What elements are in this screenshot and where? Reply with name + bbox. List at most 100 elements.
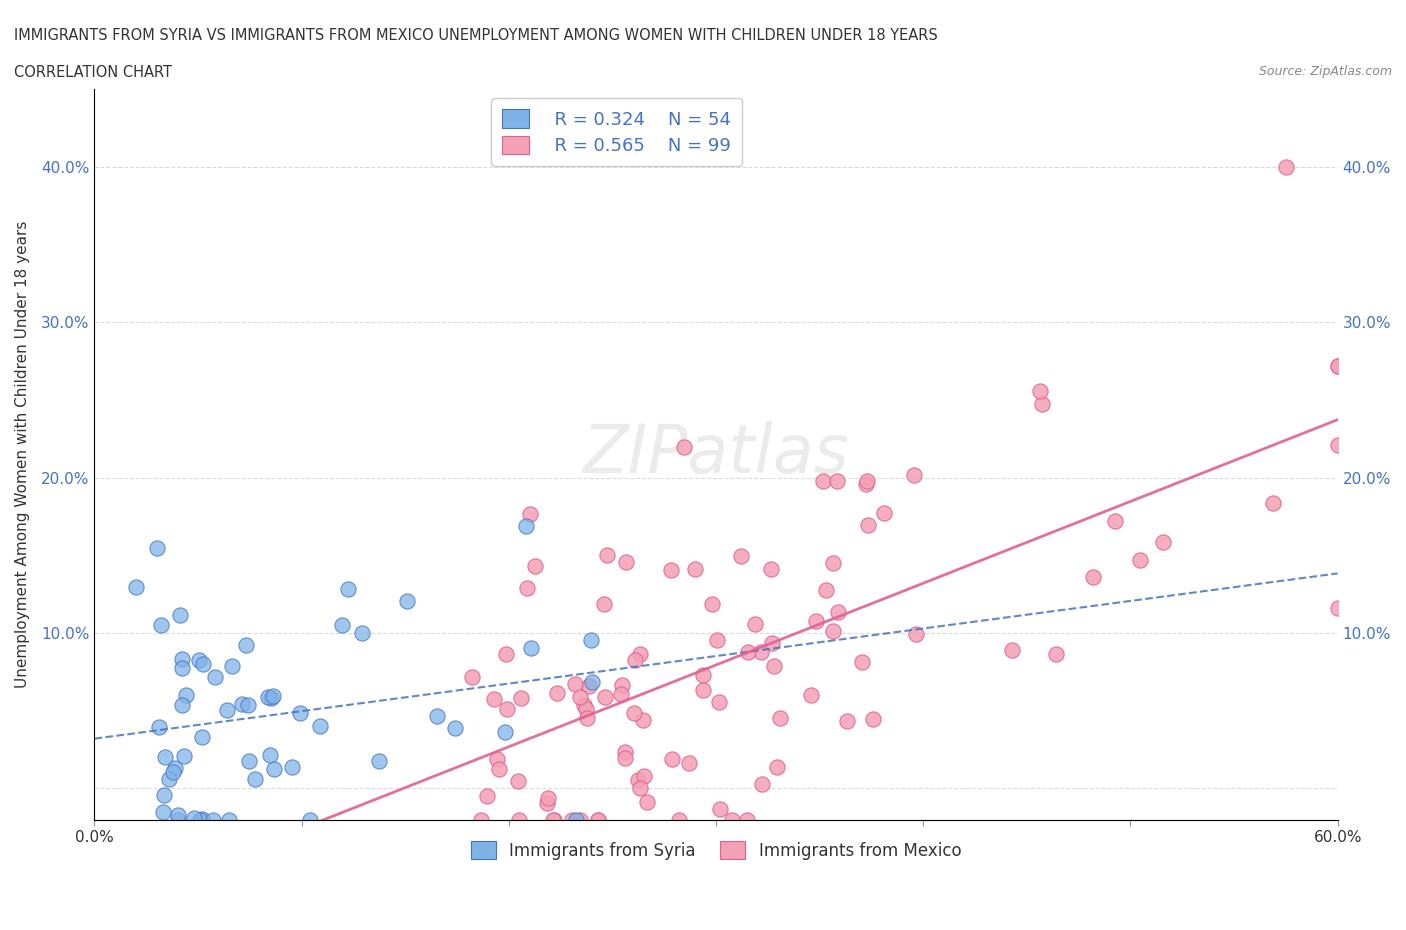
Point: [153, 750, 176, 764]
Point: [609, 687, 631, 702]
Y-axis label: Unemployment Among Women with Children Under 18 years: Unemployment Among Women with Children U…: [15, 220, 30, 688]
Legend: Immigrants from Syria, Immigrants from Mexico: Immigrants from Syria, Immigrants from M…: [461, 831, 972, 870]
Point: [444, 721, 467, 736]
Text: ZIPatlas: ZIPatlas: [583, 421, 849, 487]
Point: [730, 549, 752, 564]
Point: [569, 812, 592, 827]
Point: [569, 690, 592, 705]
Point: [330, 618, 353, 632]
Point: [1129, 552, 1152, 567]
Point: [231, 697, 253, 711]
Point: [204, 670, 226, 684]
Point: [692, 668, 714, 683]
Point: [678, 755, 700, 770]
Point: [170, 660, 193, 675]
Point: [170, 698, 193, 712]
Point: [633, 769, 655, 784]
Point: [461, 670, 484, 684]
Point: [564, 812, 586, 827]
Point: [188, 812, 211, 827]
Point: [751, 777, 773, 791]
Point: [835, 713, 858, 728]
Point: [336, 582, 359, 597]
Point: [188, 652, 211, 667]
Point: [628, 646, 651, 661]
Point: [516, 580, 538, 595]
Point: [1326, 359, 1348, 374]
Point: [215, 702, 238, 717]
Point: [202, 812, 225, 827]
Point: [169, 607, 191, 622]
Point: [823, 556, 845, 571]
Point: [706, 632, 728, 647]
Point: [495, 646, 517, 661]
Point: [623, 705, 645, 720]
Point: [1081, 569, 1104, 584]
Point: [586, 812, 609, 827]
Point: [593, 689, 616, 704]
Point: [1000, 643, 1022, 658]
Point: [541, 812, 564, 827]
Point: [855, 477, 877, 492]
Point: [183, 811, 205, 826]
Point: [152, 804, 174, 819]
Point: [903, 467, 925, 482]
Point: [298, 812, 321, 827]
Point: [191, 730, 214, 745]
Point: [148, 720, 170, 735]
Point: [744, 617, 766, 631]
Point: [806, 614, 828, 629]
Point: [496, 701, 519, 716]
Point: [749, 644, 772, 659]
Point: [176, 687, 198, 702]
Point: [668, 812, 690, 827]
Point: [537, 790, 560, 805]
Point: [614, 745, 637, 760]
Point: [825, 473, 848, 488]
Point: [614, 751, 637, 765]
Point: [309, 718, 332, 733]
Point: [523, 559, 546, 574]
Point: [426, 708, 449, 723]
Point: [683, 562, 706, 577]
Point: [238, 753, 260, 768]
Point: [1326, 359, 1348, 374]
Point: [536, 795, 558, 810]
Point: [575, 711, 598, 725]
Point: [157, 772, 180, 787]
Point: [581, 674, 603, 689]
Point: [170, 652, 193, 667]
Point: [561, 812, 583, 827]
Point: [636, 795, 658, 810]
Point: [1031, 397, 1053, 412]
Point: [149, 618, 172, 632]
Point: [125, 579, 148, 594]
Point: [823, 624, 845, 639]
Point: [191, 657, 214, 671]
Text: CORRELATION CHART: CORRELATION CHART: [14, 65, 172, 80]
Point: [761, 561, 783, 576]
Point: [190, 812, 212, 827]
Point: [707, 695, 730, 710]
Point: [766, 759, 789, 774]
Point: [593, 596, 616, 611]
Point: [515, 519, 537, 534]
Point: [259, 747, 281, 762]
Point: [1326, 438, 1348, 453]
Point: [236, 698, 259, 712]
Point: [243, 771, 266, 786]
Point: [508, 812, 530, 827]
Point: [257, 689, 280, 704]
Point: [815, 582, 838, 597]
Point: [856, 518, 879, 533]
Point: [546, 685, 568, 700]
Point: [610, 678, 633, 693]
Point: [166, 812, 188, 827]
Point: [873, 505, 896, 520]
Point: [260, 690, 283, 705]
Text: IMMIGRANTS FROM SYRIA VS IMMIGRANTS FROM MEXICO UNEMPLOYMENT AMONG WOMEN WITH CH: IMMIGRANTS FROM SYRIA VS IMMIGRANTS FROM…: [14, 28, 938, 43]
Point: [661, 752, 683, 767]
Point: [508, 773, 530, 788]
Point: [235, 638, 257, 653]
Point: [1029, 384, 1052, 399]
